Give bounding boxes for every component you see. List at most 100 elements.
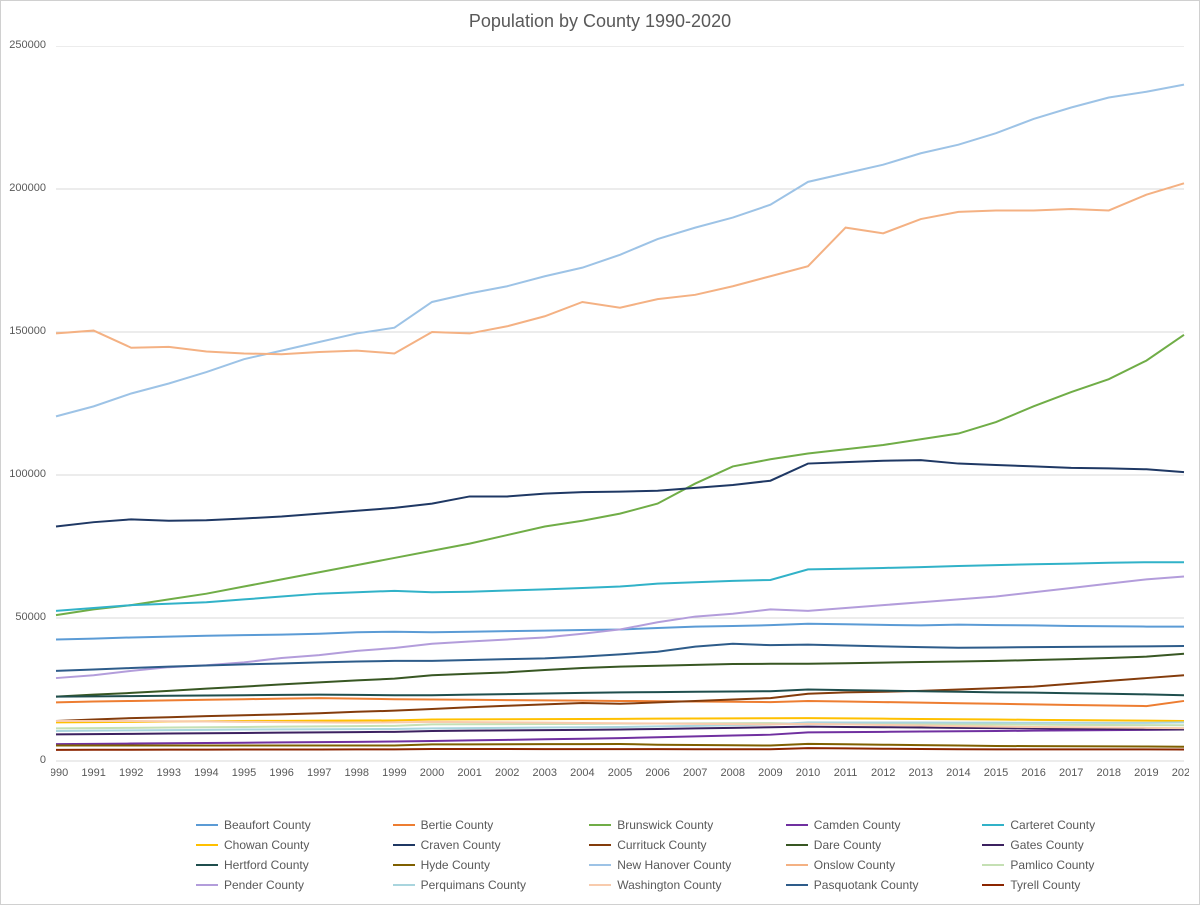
- series-line: [56, 654, 1184, 697]
- x-tick-label: 2000: [420, 767, 444, 779]
- legend-swatch: [589, 844, 611, 847]
- legend-label: Pamlico County: [1010, 858, 1094, 872]
- legend-swatch: [589, 884, 611, 887]
- legend-item: New Hanover County: [589, 858, 776, 872]
- legend-swatch: [982, 824, 1004, 827]
- legend-label: Perquimans County: [421, 878, 526, 892]
- x-tick-label: 1993: [157, 767, 181, 779]
- x-tick-label: 1996: [269, 767, 293, 779]
- legend-item: Pender County: [196, 878, 383, 892]
- legend-label: Dare County: [814, 838, 881, 852]
- series-line: [56, 577, 1184, 679]
- legend-item: Brunswick County: [589, 818, 776, 832]
- x-tick-label: 2010: [796, 767, 820, 779]
- x-tick-label: 2002: [495, 767, 519, 779]
- x-tick-label: 2017: [1059, 767, 1083, 779]
- legend-item: Dare County: [786, 838, 973, 852]
- legend-item: Carteret County: [982, 818, 1169, 832]
- legend-swatch: [982, 864, 1004, 867]
- x-tick-label: 2019: [1134, 767, 1158, 779]
- x-tick-label: 2004: [570, 767, 594, 779]
- legend-swatch: [196, 884, 218, 887]
- series-line: [56, 744, 1184, 747]
- x-tick-label: 2011: [834, 767, 858, 779]
- legend-label: Brunswick County: [617, 818, 713, 832]
- legend-item: Craven County: [393, 838, 580, 852]
- legend-swatch: [196, 864, 218, 867]
- legend-item: Beaufort County: [196, 818, 383, 832]
- series-line: [56, 748, 1184, 750]
- legend-item: Hyde County: [393, 858, 580, 872]
- x-tick-label: 2005: [608, 767, 632, 779]
- legend-item: Pasquotank County: [786, 878, 973, 892]
- series-line: [56, 183, 1184, 354]
- y-tick-label: 50000: [1, 611, 46, 623]
- x-tick-label: 2014: [946, 767, 970, 779]
- legend-item: Camden County: [786, 818, 973, 832]
- series-line: [56, 698, 1184, 706]
- legend-label: Currituck County: [617, 838, 706, 852]
- legend-item: Gates County: [982, 838, 1169, 852]
- series-line: [56, 730, 1184, 745]
- legend-label: Craven County: [421, 838, 501, 852]
- x-tick-label: 2013: [909, 767, 933, 779]
- x-tick-label: 2016: [1021, 767, 1045, 779]
- legend-swatch: [589, 824, 611, 827]
- x-tick-label: 2012: [871, 767, 895, 779]
- legend-item: Washington County: [589, 878, 776, 892]
- legend-label: Chowan County: [224, 838, 309, 852]
- legend-swatch: [786, 884, 808, 887]
- series-line: [56, 624, 1184, 640]
- x-tick-label: 1992: [119, 767, 143, 779]
- legend-swatch: [393, 844, 415, 847]
- x-tick-label: 1995: [232, 767, 256, 779]
- y-tick-label: 100000: [1, 468, 46, 480]
- x-tick-label: 1999: [382, 767, 406, 779]
- y-tick-label: 200000: [1, 182, 46, 194]
- legend-swatch: [393, 824, 415, 827]
- x-tick-label: 2003: [533, 767, 557, 779]
- legend-label: Tyrell County: [1010, 878, 1080, 892]
- legend-item: Onslow County: [786, 858, 973, 872]
- legend-label: Pasquotank County: [814, 878, 919, 892]
- legend-swatch: [982, 884, 1004, 887]
- legend-label: Carteret County: [1010, 818, 1095, 832]
- x-tick-label: 1994: [194, 767, 218, 779]
- series-line: [56, 690, 1184, 697]
- legend-swatch: [196, 824, 218, 827]
- legend-label: Gates County: [1010, 838, 1083, 852]
- legend-swatch: [589, 864, 611, 867]
- y-tick-label: 0: [1, 754, 46, 766]
- legend-label: Beaufort County: [224, 818, 311, 832]
- legend-item: Pamlico County: [982, 858, 1169, 872]
- x-tick-label: 2008: [721, 767, 745, 779]
- legend-item: Tyrell County: [982, 878, 1169, 892]
- legend-swatch: [393, 884, 415, 887]
- x-tick-label: 1990: [51, 767, 68, 779]
- legend-item: Hertford County: [196, 858, 383, 872]
- legend-swatch: [196, 844, 218, 847]
- legend-label: Bertie County: [421, 818, 494, 832]
- series-line: [56, 675, 1184, 721]
- legend-swatch: [982, 844, 1004, 847]
- chart-title: Population by County 1990-2020: [1, 11, 1199, 32]
- legend-swatch: [393, 864, 415, 867]
- x-tick-label: 2018: [1097, 767, 1121, 779]
- x-tick-label: 1997: [307, 767, 331, 779]
- x-tick-label: 1991: [81, 767, 105, 779]
- legend-swatch: [786, 864, 808, 867]
- legend-label: New Hanover County: [617, 858, 731, 872]
- plot-svg: 1990 1991 1992 1993 1994 1995 1996 1997 1998 1999…: [51, 46, 1189, 786]
- x-tick-label: 2006: [645, 767, 669, 779]
- plot-area: 1990 1991 1992 1993 1994 1995 1996 1997 1998 1999…: [51, 46, 1189, 786]
- legend-swatch: [786, 844, 808, 847]
- legend-swatch: [786, 824, 808, 827]
- legend-label: Hyde County: [421, 858, 490, 872]
- legend: Beaufort County Bertie County Brunswick Co…: [196, 818, 1169, 892]
- legend-label: Pender County: [224, 878, 304, 892]
- legend-item: Perquimans County: [393, 878, 580, 892]
- y-tick-label: 250000: [1, 39, 46, 51]
- legend-label: Onslow County: [814, 858, 895, 872]
- x-tick-label: 1998: [345, 767, 369, 779]
- x-tick-label: 2015: [984, 767, 1008, 779]
